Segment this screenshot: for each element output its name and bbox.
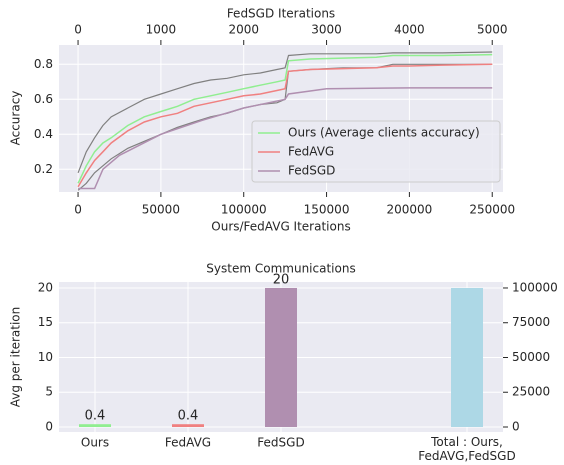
x-tick-label: 150000 <box>304 203 350 217</box>
bar <box>265 287 297 427</box>
x-tick-label: Ours <box>81 436 109 450</box>
x-tick-label: FedSGD <box>257 436 304 450</box>
y-tick-label: 0.6 <box>34 92 53 106</box>
lines <box>77 51 493 191</box>
x2-tick-label: 4000 <box>394 23 425 37</box>
y-tick-label: 5 <box>45 385 53 399</box>
series-line <box>77 53 493 184</box>
y-tick-label: 0 <box>45 419 53 433</box>
x-tick-label: 100000 <box>221 203 267 217</box>
y-axis-label: Avg per iteration <box>9 307 23 407</box>
series-line <box>78 87 493 190</box>
y2-tick-label: 75000 <box>512 315 550 329</box>
y2-tick-label: 25000 <box>512 385 550 399</box>
y2-tick-label: 100000 <box>512 280 558 294</box>
x2-tick-label: 3000 <box>311 23 342 37</box>
y-tick-label: 0.2 <box>34 162 53 176</box>
legend-label: Ours (Average clients accuracy) <box>288 126 480 140</box>
data-label: 20 <box>273 272 290 287</box>
y-tick-label: 20 <box>38 280 53 294</box>
y-tick-label: 10 <box>38 350 53 364</box>
client-line <box>77 51 493 174</box>
x-tick-label: Total : Ours, FedAVG,FedSGD <box>418 435 516 463</box>
y-tick-label: 0.4 <box>34 127 53 141</box>
x2-tick-label: 1000 <box>146 23 177 37</box>
x-axis-label: Ours/FedAVG Iterations <box>211 220 350 234</box>
x-tick-label: 250000 <box>469 203 515 217</box>
data-label: 0.4 <box>85 409 106 424</box>
bar <box>79 424 111 427</box>
bar <box>451 287 483 427</box>
y-axis-label: Accuracy <box>9 91 23 146</box>
y2-tick-label: 0 <box>512 419 520 433</box>
bar <box>172 424 204 427</box>
x-tick-label: FedAVG <box>165 436 211 450</box>
x-tick-label: 0 <box>74 203 82 217</box>
x-tick-label: 200000 <box>386 203 432 217</box>
chart-title: System Communications <box>206 262 355 276</box>
x2-axis-label: FedSGD Iterations <box>227 7 335 21</box>
y2-tick-label: 50000 <box>512 350 550 364</box>
legend-label: FedAVG <box>288 145 334 159</box>
y-tick-label: 15 <box>38 315 53 329</box>
x2-tick-label: 0 <box>74 23 82 37</box>
y-tick-label: 0.8 <box>34 57 53 71</box>
x-tick-label: 50000 <box>142 203 180 217</box>
x2-tick-label: 2000 <box>228 23 259 37</box>
data-label: 0.4 <box>178 409 199 424</box>
legend-label: FedSGD <box>288 164 335 178</box>
series-line <box>77 63 493 188</box>
x2-tick-label: 5000 <box>477 23 508 37</box>
legend-box <box>251 120 501 183</box>
